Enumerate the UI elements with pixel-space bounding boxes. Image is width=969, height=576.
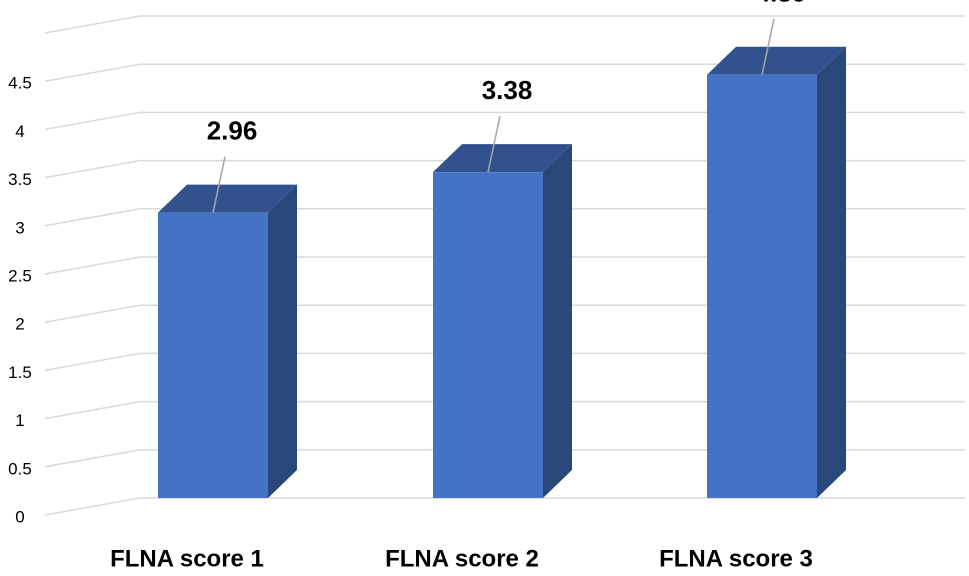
bar-side bbox=[543, 144, 572, 498]
bar bbox=[707, 74, 817, 498]
leader-line bbox=[487, 116, 501, 173]
grid-line bbox=[44, 15, 965, 34]
value-label: 3.38 bbox=[482, 75, 533, 105]
y-tick-label: 2.5 bbox=[8, 266, 32, 285]
y-tick-label: 4.5 bbox=[8, 74, 32, 93]
x-tick-label: FLNA score 1 bbox=[110, 545, 264, 572]
grid-line bbox=[44, 449, 965, 468]
grid-line bbox=[44, 400, 965, 420]
y-tick-label: 0.5 bbox=[8, 459, 32, 478]
grid-line bbox=[44, 497, 965, 516]
y-tick-label: 1 bbox=[15, 411, 24, 430]
y-tick-label: 4 bbox=[15, 122, 24, 141]
y-tick-label: 0 bbox=[15, 507, 24, 526]
y-tick-label: 2 bbox=[15, 315, 24, 334]
leader-line bbox=[212, 156, 226, 213]
value-label: 4.39 bbox=[756, 0, 807, 8]
grid-line bbox=[44, 159, 965, 179]
bar bbox=[433, 172, 543, 498]
bar-top bbox=[707, 46, 846, 75]
bar-side bbox=[817, 46, 846, 498]
bar-top bbox=[158, 184, 297, 213]
grid-line bbox=[44, 111, 965, 131]
grid-line bbox=[44, 208, 965, 227]
y-tick-label: 1.5 bbox=[8, 363, 32, 382]
x-tick-label: FLNA score 2 bbox=[385, 545, 539, 572]
bar-side bbox=[268, 184, 297, 498]
grid-line bbox=[44, 256, 965, 275]
leader-line bbox=[761, 18, 775, 75]
grid-line bbox=[44, 304, 965, 323]
grid-line bbox=[44, 352, 965, 372]
y-tick-label: 3 bbox=[15, 218, 24, 237]
bar-top bbox=[433, 144, 572, 173]
y-tick-label: 3.5 bbox=[8, 170, 32, 189]
value-label: 2.96 bbox=[207, 116, 258, 146]
bar bbox=[158, 212, 268, 498]
grid-line bbox=[44, 63, 965, 82]
x-tick-label: FLNA score 3 bbox=[659, 545, 813, 572]
